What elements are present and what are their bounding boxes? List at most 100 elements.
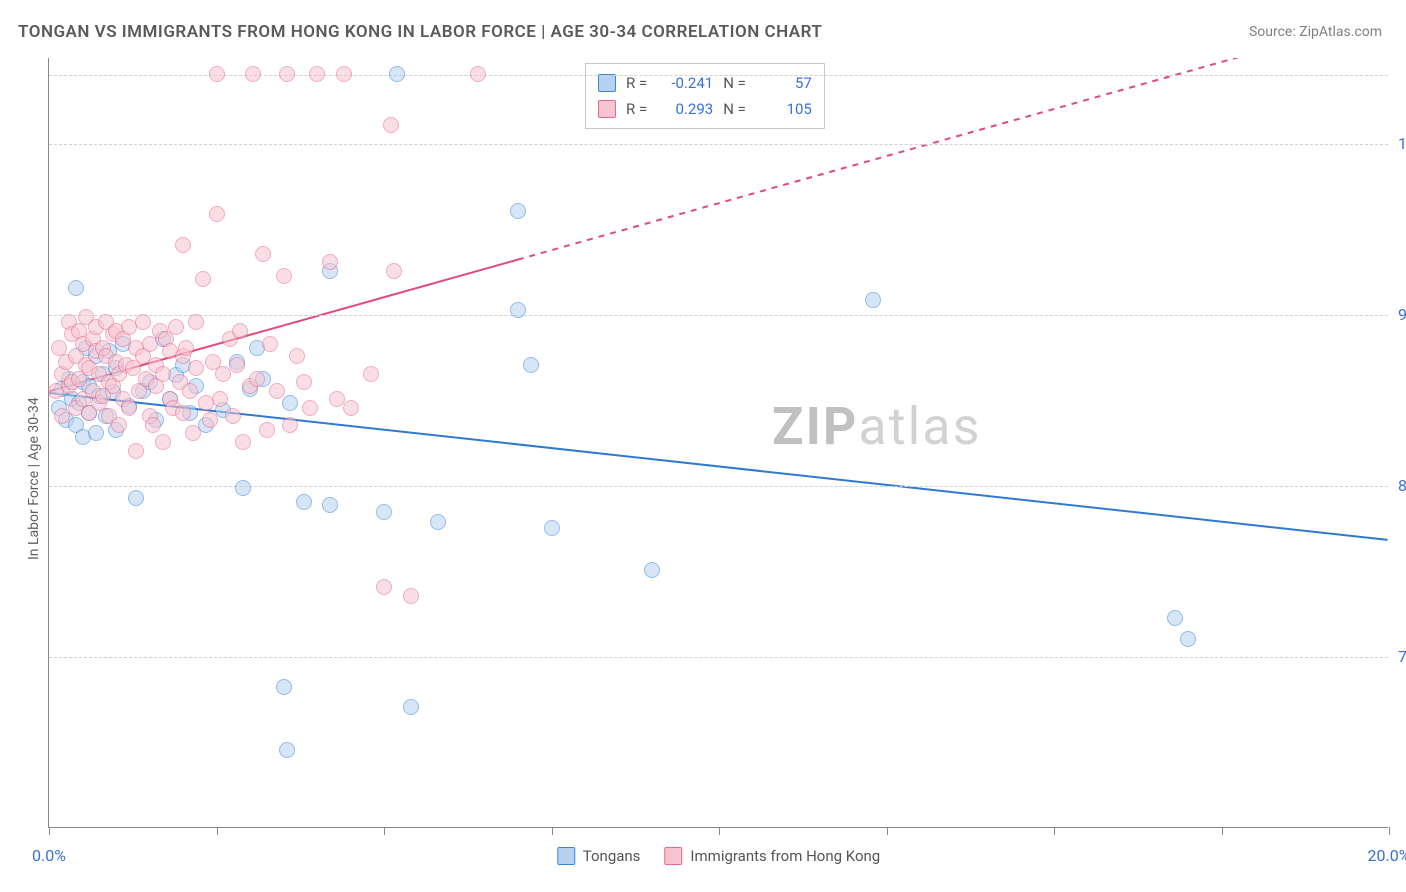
data-point-hk (135, 314, 151, 330)
y-tick-label: 80.0% (1398, 476, 1406, 495)
y-tick-label: 70.0% (1398, 647, 1406, 666)
x-tick (887, 827, 888, 835)
data-point-tongans (510, 203, 526, 219)
data-point-tongans (1167, 610, 1183, 626)
data-point-hk (245, 66, 261, 82)
chart-title: TONGAN VS IMMIGRANTS FROM HONG KONG IN L… (18, 22, 822, 42)
r-label: R = (626, 100, 647, 118)
data-point-hk (276, 268, 292, 284)
x-tick (1054, 827, 1055, 835)
x-tick (217, 827, 218, 835)
data-point-hk (209, 66, 225, 82)
swatch-tongans (598, 74, 616, 92)
data-point-tongans (68, 280, 84, 296)
data-point-hk (175, 405, 191, 421)
gridline (49, 315, 1388, 316)
swatch-hk (664, 847, 682, 865)
data-point-tongans (523, 357, 539, 373)
data-point-hk (289, 348, 305, 364)
data-point-tongans (430, 514, 446, 530)
data-point-hk (145, 417, 161, 433)
legend-label-tongans: Tongans (583, 847, 641, 865)
plot-area: ZIPatlas R = -0.241 N = 57 R = 0.293 N =… (48, 58, 1388, 828)
data-point-hk (195, 271, 211, 287)
data-point-hk (296, 374, 312, 390)
data-point-tongans (1180, 631, 1196, 647)
data-point-hk (309, 66, 325, 82)
data-point-hk (212, 391, 228, 407)
data-point-hk (255, 246, 271, 262)
data-point-hk (229, 357, 245, 373)
data-point-hk (470, 66, 486, 82)
data-point-tongans (128, 490, 144, 506)
data-point-tongans (88, 425, 104, 441)
data-point-hk (386, 263, 402, 279)
x-tick (49, 827, 50, 835)
data-point-hk (178, 340, 194, 356)
x-tick (384, 827, 385, 835)
data-point-tongans (276, 679, 292, 695)
data-point-tongans (544, 520, 560, 536)
y-tick-label: 90.0% (1398, 305, 1406, 324)
legend-item-hk: Immigrants from Hong Kong (664, 847, 880, 865)
chart-container: TONGAN VS IMMIGRANTS FROM HONG KONG IN L… (0, 0, 1406, 892)
x-tick (552, 827, 553, 835)
data-point-hk (142, 336, 158, 352)
data-point-hk (279, 66, 295, 82)
data-point-hk (188, 314, 204, 330)
legend-row-hk: R = 0.293 N = 105 (598, 96, 812, 122)
data-point-tongans (235, 480, 251, 496)
data-point-tongans (644, 562, 660, 578)
data-point-hk (336, 66, 352, 82)
data-point-tongans (322, 497, 338, 513)
data-point-hk (232, 323, 248, 339)
data-point-hk (259, 422, 275, 438)
r-value-hk: 0.293 (657, 100, 713, 118)
watermark: ZIPatlas (772, 396, 981, 457)
data-point-hk (128, 443, 144, 459)
n-value-tongans: 57 (756, 74, 812, 92)
x-tick (719, 827, 720, 835)
data-point-hk (403, 588, 419, 604)
swatch-hk (598, 100, 616, 118)
data-point-hk (262, 336, 278, 352)
data-point-hk (121, 400, 137, 416)
series-legend: Tongans Immigrants from Hong Kong (557, 847, 880, 865)
data-point-tongans (279, 742, 295, 758)
data-point-hk (182, 383, 198, 399)
data-point-hk (111, 417, 127, 433)
source-label: Source: ZipAtlas.com (1249, 24, 1382, 40)
n-label: N = (723, 100, 746, 118)
gridline (49, 144, 1388, 145)
data-point-hk (185, 425, 201, 441)
legend-label-hk: Immigrants from Hong Kong (690, 847, 880, 865)
data-point-tongans (389, 66, 405, 82)
data-point-hk (202, 412, 218, 428)
data-point-hk (188, 360, 204, 376)
data-point-hk (363, 366, 379, 382)
data-point-hk (302, 400, 318, 416)
data-point-hk (155, 366, 171, 382)
gridline (49, 657, 1388, 658)
data-point-hk (322, 254, 338, 270)
data-point-hk (269, 383, 285, 399)
data-point-tongans (376, 504, 392, 520)
data-point-hk (168, 319, 184, 335)
trend-line-tongans (49, 393, 1387, 540)
data-point-hk (343, 400, 359, 416)
x-tick (1222, 827, 1223, 835)
data-point-tongans (296, 494, 312, 510)
x-tick-label: 0.0% (32, 846, 66, 865)
data-point-hk (209, 206, 225, 222)
data-point-hk (383, 117, 399, 133)
legend-row-tongans: R = -0.241 N = 57 (598, 70, 812, 96)
x-tick (1389, 827, 1390, 835)
data-point-hk (282, 417, 298, 433)
data-point-tongans (403, 699, 419, 715)
r-value-tongans: -0.241 (657, 74, 713, 92)
swatch-tongans (557, 847, 575, 865)
data-point-tongans (510, 302, 526, 318)
data-point-hk (235, 434, 251, 450)
data-point-hk (376, 579, 392, 595)
correlation-legend: R = -0.241 N = 57 R = 0.293 N = 105 (585, 63, 825, 129)
